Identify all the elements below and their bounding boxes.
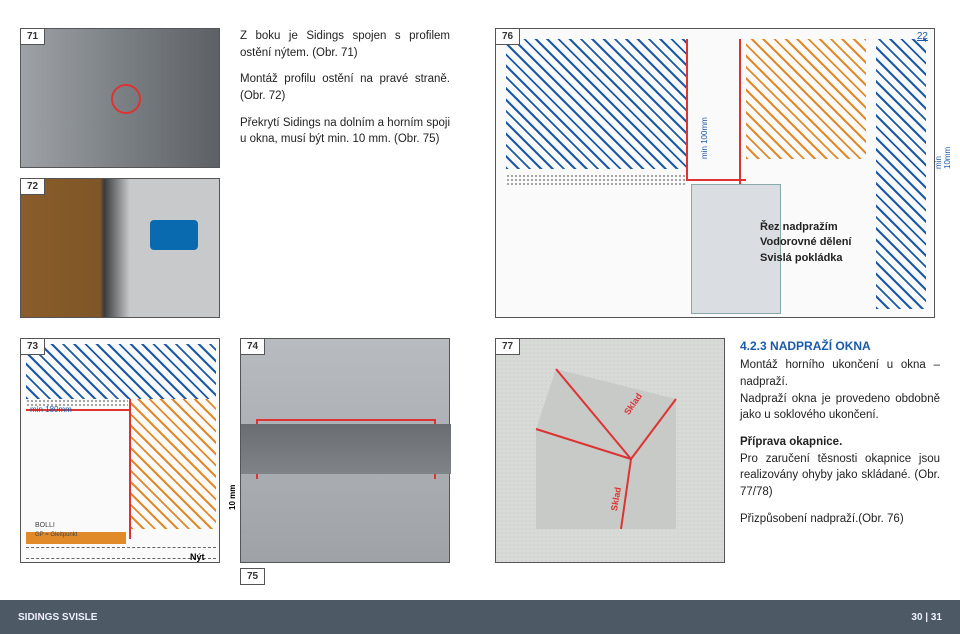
p2h-423: Příprava okapnice. (740, 434, 940, 451)
dim-left-76: min 100mm (700, 117, 709, 159)
figure-number-75: 75 (240, 568, 265, 585)
drill-shape (150, 220, 198, 250)
figure-number-77: 77 (495, 338, 520, 355)
label-10mm: 10 mm (228, 485, 237, 510)
figure-71-photo (20, 28, 220, 168)
dotted-strip-76 (506, 174, 686, 186)
redline-76c (686, 179, 746, 181)
hatch-blue-76a (506, 39, 686, 169)
text-column-right: 4.2.3 NADPRAŽÍ OKNA Montáž horního ukonč… (740, 338, 940, 537)
dim-right-76: min 10mm (934, 147, 952, 169)
corner-ref-22: 22 (917, 31, 928, 42)
redline-76a (686, 39, 688, 179)
p2-423: Pro zaručení těsnosti okapnice jsou real… (740, 451, 940, 501)
figure-number-73: 73 (20, 338, 45, 355)
hatch-orange-73 (131, 399, 216, 529)
figure-74-photo (240, 338, 450, 563)
footer-right: 30 | 31 (911, 612, 942, 623)
label-nyt: Nýt (190, 552, 205, 562)
p3-423: Přizpůsobení nadpraží.(Obr. 76) (740, 511, 940, 528)
redline-74h (256, 419, 436, 421)
label-gp: GP = Gleitpunkt (35, 532, 77, 538)
ledge-74 (241, 424, 451, 474)
paragraph-72: Montáž profilu ostění na pravé straně. (… (240, 71, 450, 104)
hatch-orange-76 (746, 39, 866, 159)
p1a-423: Montáž horního ukončení u okna – nadpraž… (740, 357, 940, 390)
caption-76-l1: Řez nadpražím (760, 220, 851, 235)
heading-423: 4.2.3 NADPRAŽÍ OKNA (740, 338, 940, 355)
p1b-423: Nadpraží okna je provedeno obdobně jako … (740, 391, 940, 424)
hatch-blue-73 (26, 344, 216, 399)
redline-76b (739, 39, 741, 189)
caption-76-l3: Svislá pokládka (760, 251, 851, 266)
hatch-blue-76b (876, 39, 926, 309)
paragraph-71: Z boku je Sidings spojen s profilem ostě… (240, 28, 450, 61)
paragraph-75: Překrytí Sidings na dolním a horním spoj… (240, 115, 450, 148)
figure-76-diagram: min 100mm min 10mm 22 (495, 28, 935, 318)
page-footer: SIDINGS SVISLE 30 | 31 (0, 600, 960, 634)
figure-number-71: 71 (20, 28, 45, 45)
figure-number-76: 76 (495, 28, 520, 45)
caption-76: Řez nadpražím Vodorovné dělení Svislá po… (760, 220, 851, 266)
footer-left: SIDINGS SVISLE (18, 612, 97, 623)
redline-73a (129, 399, 131, 539)
label-bolli: BOLLI (35, 522, 55, 529)
figure-77-photo: Sklad Sklad (495, 338, 725, 563)
caption-76-l2: Vodorovné dělení (760, 235, 851, 250)
dashed-band-73 (26, 547, 216, 559)
fold-svg (526, 359, 696, 539)
figure-number-74: 74 (240, 338, 265, 355)
figure-number-72: 72 (20, 178, 45, 195)
figure-73-diagram (20, 338, 220, 563)
text-column-left: Z boku je Sidings spojen s profilem ostě… (240, 28, 450, 158)
dim-180-73: min 180mm (30, 405, 72, 414)
